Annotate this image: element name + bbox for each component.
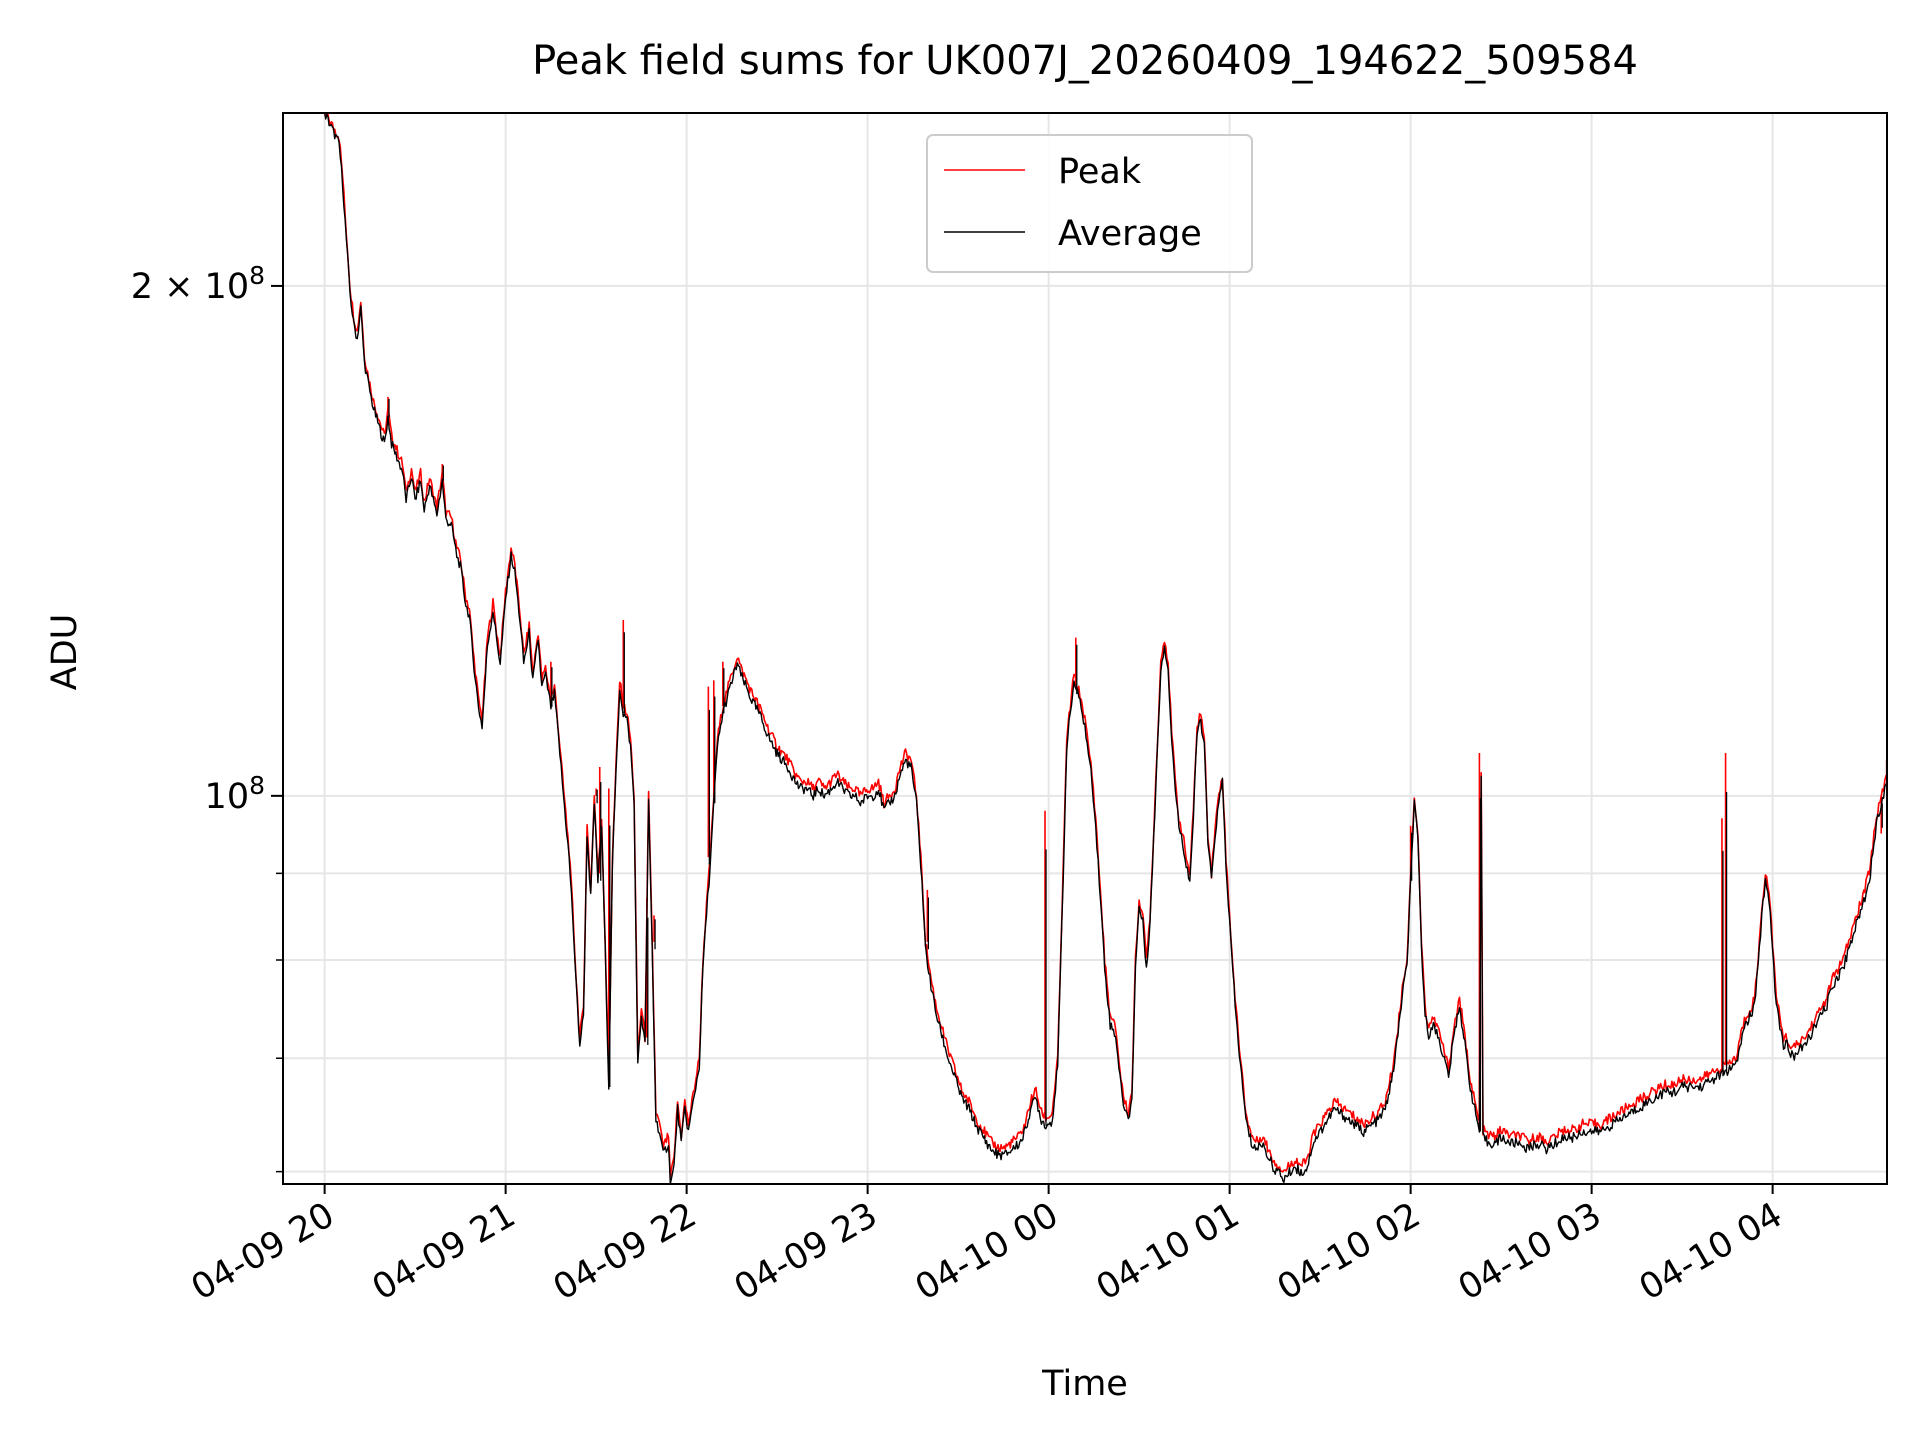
legend-peak-label: Peak [1058, 152, 1142, 192]
plot-frame [282, 112, 1888, 1185]
y-tick-label: 108 [205, 771, 265, 817]
series-layer [283, 113, 1887, 1184]
legend-average-label: Average [1058, 214, 1202, 254]
grid-lines [283, 113, 1887, 1184]
series-average-line [283, 113, 1887, 1184]
y-axis: 108 2 × 108 [131, 261, 283, 1173]
legend: Peak Average [926, 134, 1253, 273]
x-axis-label: Time [1041, 1364, 1128, 1404]
chart-title: Peak field sums for UK007J_20260409_1946… [532, 38, 1638, 84]
y-axis-label: ADU [45, 614, 85, 691]
y-tick-label: 2 × 108 [131, 261, 265, 307]
